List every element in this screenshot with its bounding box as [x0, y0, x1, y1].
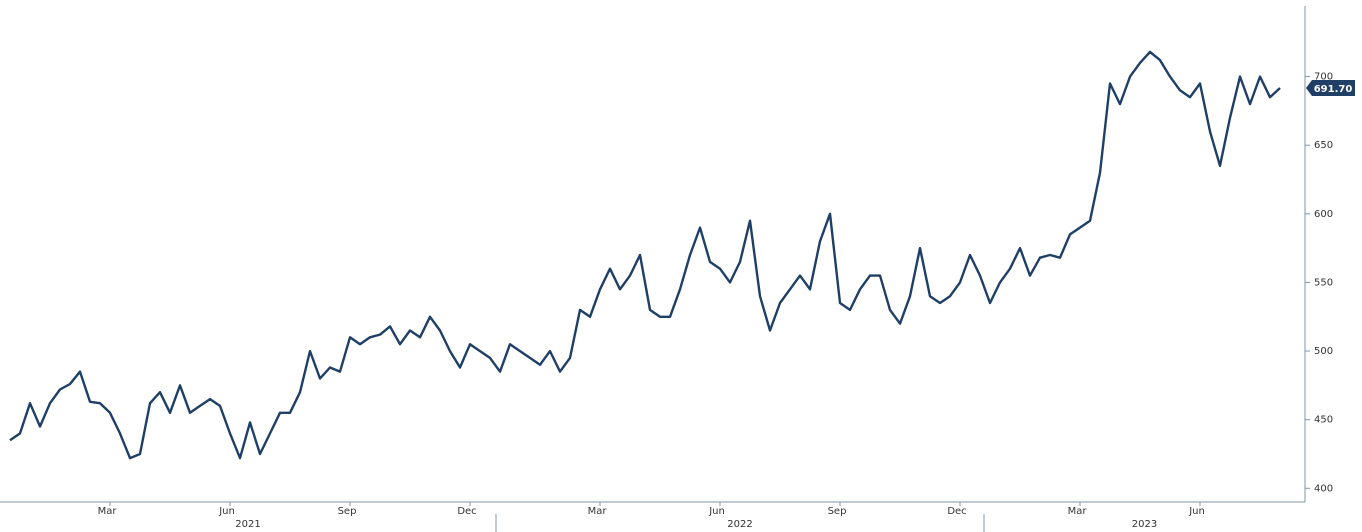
y-tick-label: 650	[1314, 140, 1333, 151]
y-tick-label: 450	[1314, 415, 1333, 426]
x-tick-label: Mar	[98, 506, 118, 517]
y-tick-label: 600	[1314, 209, 1333, 220]
year-label: 2023	[1132, 519, 1157, 530]
y-tick-label: 550	[1314, 277, 1333, 288]
last-value-label: 691.70	[1314, 84, 1353, 95]
x-tick-label: Dec	[457, 506, 476, 517]
y-tick-label: 500	[1314, 346, 1333, 357]
y-tick-label: 400	[1314, 483, 1333, 494]
x-tick-label: Sep	[828, 506, 847, 517]
x-tick-label: Sep	[338, 506, 357, 517]
year-label: 2021	[235, 519, 260, 530]
last-value-tag	[1306, 80, 1355, 97]
year-label: 2022	[727, 519, 752, 530]
x-tick-label: Jun	[218, 506, 235, 517]
y-tick-label: 700	[1314, 72, 1333, 83]
x-tick-label: Dec	[947, 506, 966, 517]
x-tick-label: Mar	[588, 506, 608, 517]
x-tick-label: Jun	[708, 506, 725, 517]
x-tick-label: Mar	[1068, 506, 1088, 517]
x-tick-label: Jun	[1188, 506, 1205, 517]
price-line	[9, 50, 1281, 460]
